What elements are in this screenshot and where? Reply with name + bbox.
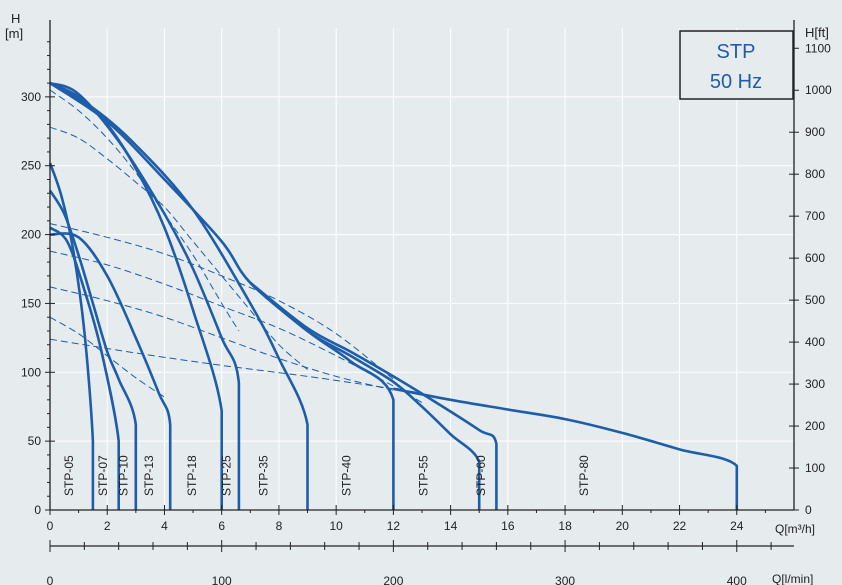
series-label: STP-05 [62,455,76,496]
y-right-tick-label: 200 [805,419,825,433]
grid-lines [49,28,794,511]
y-tick-label: 300 [21,90,41,104]
series-label: STP-40 [339,455,353,496]
series-labels: STP-05 STP-07 STP-10 STP-13 STP-18 STP-25 STP-… [62,455,591,496]
y-tick-label: 200 [21,228,41,242]
x-tick-label: 0 [47,519,54,533]
series-label: STP-18 [185,455,199,496]
efficiency-curve [49,89,240,332]
x2-tick-label: 0 [47,574,54,585]
series-label: STP-60 [474,455,488,496]
y-right-tick-label: 1100 [805,41,831,55]
x2-tick-label: 300 [555,574,575,585]
y-right-tick-label: 300 [805,377,825,391]
y-left-label-unit: [m] [5,26,23,41]
title-line-2: 50 Hz [710,71,762,93]
x2-tick-label: 100 [212,574,232,585]
y-right-tick-label: 700 [805,209,825,223]
y-tick-label: 150 [21,296,41,310]
y-right-tick-label: 500 [805,293,825,307]
y-right-tick-label: 100 [805,461,825,475]
title-box [679,30,794,100]
x-tick-label: 8 [276,519,283,533]
series-line [49,226,120,510]
y-right-label: H[ft] [805,25,829,40]
series-line [48,189,138,510]
series-line [49,82,395,510]
efficiency-curves [49,89,423,404]
series-line [49,81,223,510]
y-right-tick-label: 0 [805,503,812,517]
series-label: STP-07 [96,455,110,496]
x-tick-label: 20 [616,519,630,533]
x-tick-label: 10 [329,519,343,533]
series-line [393,387,739,510]
y-right-tick-label: 900 [805,125,825,139]
series-line [249,281,498,510]
y-right-tick-label: 800 [805,167,825,181]
y-tick-label: 50 [28,434,42,448]
efficiency-curve [49,316,165,398]
series-label: STP-25 [219,455,233,496]
x2-tick-label: 400 [727,574,747,585]
x2-axis-label: Q[l/min] [772,572,813,585]
x-tick-label: 18 [558,519,572,533]
y-right-tick-label: 400 [805,335,825,349]
series-line [249,281,481,510]
efficiency-curve [49,223,394,380]
x-tick-label: 22 [673,519,687,533]
x-tick-label: 12 [387,519,401,533]
series-label: STP-13 [142,455,156,496]
x2-tick-label: 200 [383,574,403,585]
series-line [49,81,241,510]
series-line [49,232,172,510]
x-tick-label: 4 [161,519,168,533]
pump-curves [48,81,739,510]
x-tick-label: 14 [444,519,458,533]
x-tick-label: 16 [501,519,515,533]
tick-labels: 0501001502002503000100200300400500600700… [21,41,832,585]
x-tick-label: 2 [104,519,111,533]
y-left-label-h: H [11,11,20,26]
y-right-tick-label: 1000 [805,83,832,97]
efficiency-curve [49,250,423,404]
x-tick-label: 24 [730,519,744,533]
series-label: STP-10 [116,455,130,496]
y-tick-label: 250 [21,159,41,173]
series-label: STP-35 [256,455,270,496]
y-tick-label: 100 [21,365,41,379]
y-right-tick-label: 600 [805,251,825,265]
series-label: STP-80 [577,455,591,496]
x-tick-label: 6 [218,519,225,533]
x-axis-label: Q[m³/h] [775,522,815,536]
series-label: STP-55 [417,455,431,496]
y-tick-label: 0 [34,503,41,517]
title-line-1: STP [717,41,756,63]
